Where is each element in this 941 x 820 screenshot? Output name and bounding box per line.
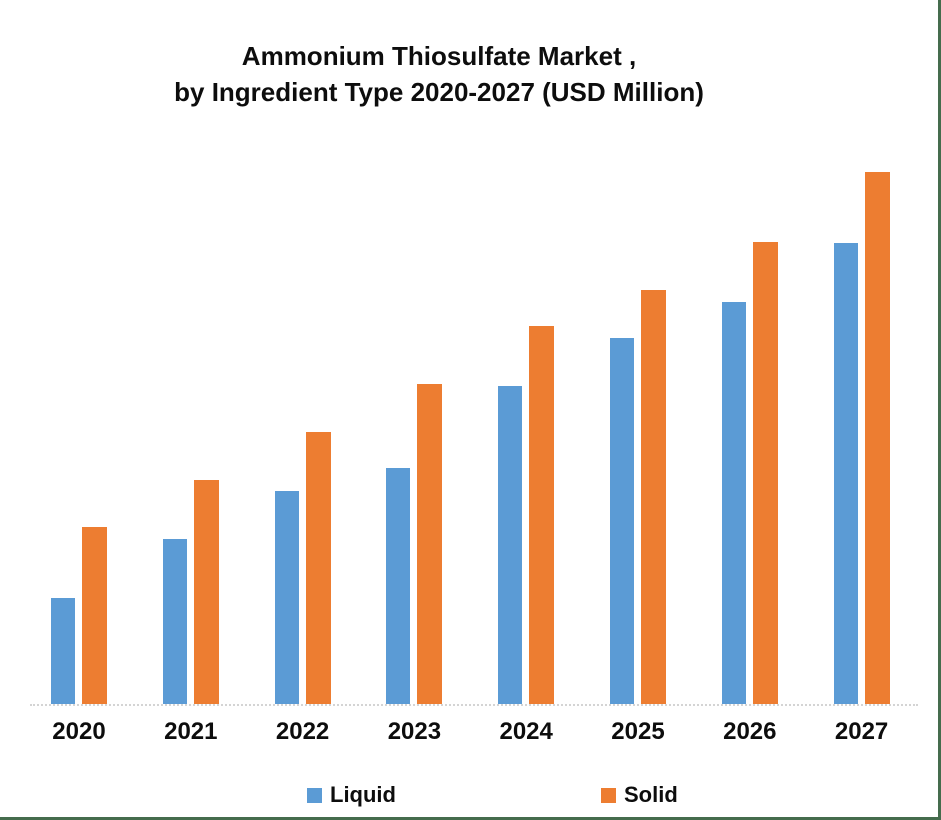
bar-liquid-2026	[721, 302, 746, 704]
x-axis-label-2022: 2022	[275, 718, 330, 745]
x-axis-line	[30, 704, 918, 706]
chart-title-line-1: Ammonium Thiosulfate Market ,	[241, 41, 637, 71]
bar-liquid-2020	[51, 598, 75, 704]
bar-liquid-2025	[610, 338, 634, 704]
x-axis-label-2023: 2023	[387, 718, 442, 745]
bar-liquid-2027	[833, 243, 858, 704]
x-axis-label-2024: 2024	[499, 718, 553, 745]
bar-solid-2026	[752, 242, 778, 704]
x-axis-label-2025: 2025	[611, 718, 665, 745]
legend-item-liquid: Liquid	[307, 782, 396, 807]
liquid-swatch-icon	[307, 787, 322, 803]
plot-area	[51, 172, 890, 704]
legend-label-liquid: Liquid	[330, 782, 396, 807]
bar-liquid-2021	[162, 539, 187, 704]
bar-solid-2024	[529, 326, 555, 704]
x-axis-label-2021: 2021	[164, 718, 218, 745]
x-axis-label-2020: 2020	[52, 718, 106, 745]
chart-title-line-2: by Ingredient Type 2020-2027 (USD Millio…	[174, 77, 704, 107]
bar-liquid-2022	[274, 491, 299, 704]
bar-solid-2020	[82, 527, 107, 704]
bar-solid-2022	[305, 432, 331, 704]
solid-swatch-icon	[601, 787, 616, 803]
bar-solid-2023	[417, 384, 443, 704]
bar-solid-2021	[193, 480, 219, 704]
legend: Liquid Solid	[0, 782, 938, 807]
bar-liquid-2023	[386, 468, 411, 704]
bar-solid-2027	[864, 172, 890, 704]
bar-solid-2025	[641, 290, 666, 704]
chart-title: Ammonium Thiosulfate Market , by Ingredi…	[0, 38, 878, 110]
bar-liquid-2024	[498, 386, 523, 704]
legend-label-solid: Solid	[624, 782, 678, 807]
x-axis-label-2026: 2026	[723, 718, 777, 745]
x-axis-label-2027: 2027	[834, 718, 889, 745]
legend-item-solid: Solid	[601, 782, 678, 807]
